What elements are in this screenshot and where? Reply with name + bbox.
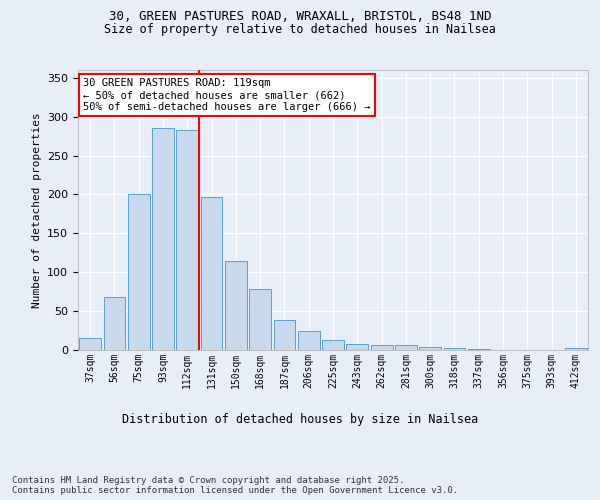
Bar [152, 128, 174, 350]
Text: Size of property relative to detached houses in Nailsea: Size of property relative to detached ho… [104, 22, 496, 36]
Bar [565, 348, 587, 350]
Bar [128, 194, 149, 350]
Bar [419, 347, 441, 350]
Text: 30, GREEN PASTURES ROAD, WRAXALL, BRISTOL, BS48 1ND: 30, GREEN PASTURES ROAD, WRAXALL, BRISTO… [109, 10, 491, 23]
Bar [298, 332, 320, 350]
Y-axis label: Number of detached properties: Number of detached properties [32, 112, 41, 308]
Bar [346, 344, 368, 350]
Text: Contains HM Land Registry data © Crown copyright and database right 2025.
Contai: Contains HM Land Registry data © Crown c… [12, 476, 458, 495]
Bar [225, 260, 247, 350]
Bar [104, 297, 125, 350]
Bar [200, 197, 223, 350]
Bar [274, 320, 295, 350]
Text: 30 GREEN PASTURES ROAD: 119sqm
← 50% of detached houses are smaller (662)
50% of: 30 GREEN PASTURES ROAD: 119sqm ← 50% of … [83, 78, 371, 112]
Bar [395, 346, 417, 350]
Bar [176, 130, 198, 350]
Text: Distribution of detached houses by size in Nailsea: Distribution of detached houses by size … [122, 412, 478, 426]
Bar [249, 288, 271, 350]
Bar [79, 338, 101, 350]
Bar [443, 348, 466, 350]
Bar [371, 346, 392, 350]
Bar [322, 340, 344, 350]
Bar [468, 349, 490, 350]
